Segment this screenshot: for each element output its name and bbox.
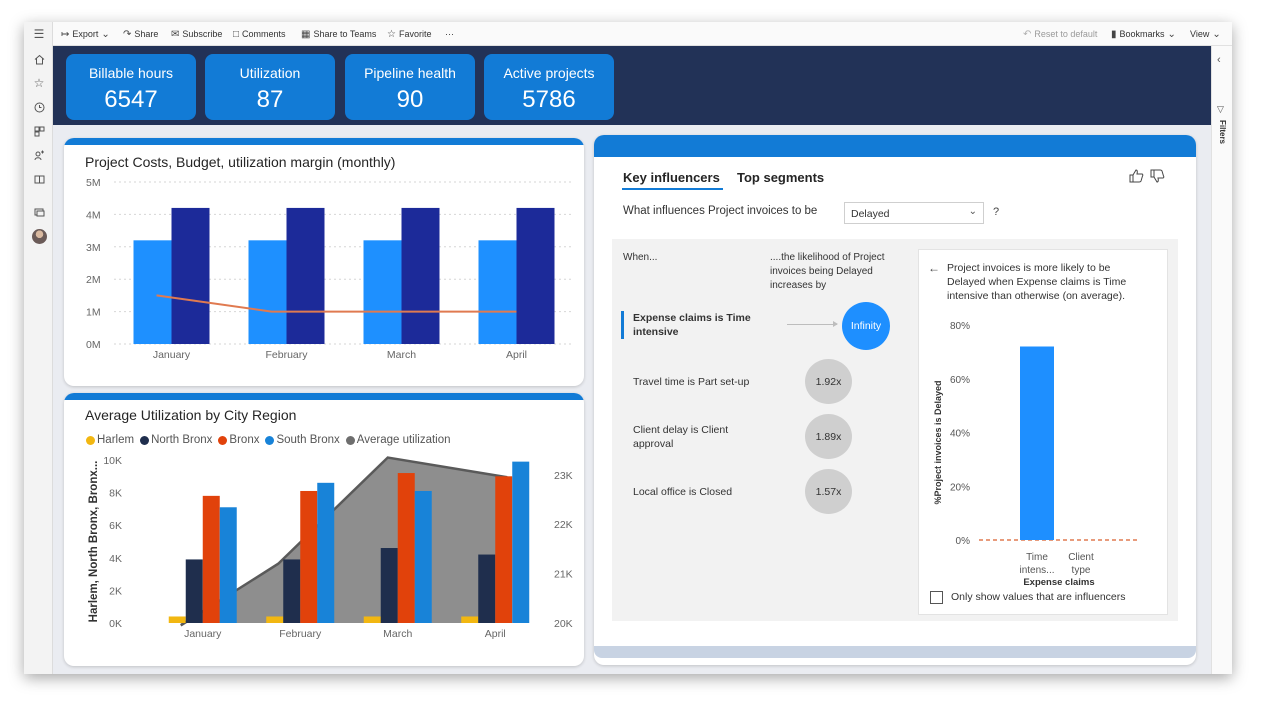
kpi-label: Active projects	[503, 65, 595, 81]
influencer-detail-panel	[918, 249, 1168, 615]
export-icon: ↦	[61, 28, 70, 40]
influencer-label[interactable]: Client delay is Client approval	[633, 424, 729, 450]
thumbs-up-icon[interactable]	[1129, 169, 1144, 186]
back-arrow-icon[interactable]: ←	[928, 261, 940, 275]
influencer-value-bubble[interactable]: 1.92x	[805, 359, 852, 404]
kpi-value: 6547	[104, 86, 158, 113]
kpi-label: Utilization	[239, 65, 301, 81]
favorite-button[interactable]: ☆ Favorite	[387, 28, 432, 40]
kpi-card-active-projects[interactable]: Active projects 5786	[484, 54, 614, 120]
project-costs-card[interactable]	[64, 138, 584, 386]
hamburger-icon[interactable]: ☰	[33, 27, 45, 41]
kpi-label: Billable hours	[88, 65, 174, 81]
thumbs-down-icon[interactable]	[1150, 169, 1165, 186]
subscribe-button[interactable]: ✉ Subscribe	[171, 28, 223, 40]
teams-icon: ▦	[301, 28, 311, 40]
more-options-button[interactable]: ···	[445, 29, 454, 39]
active-tab-underline	[622, 188, 723, 190]
chevron-down-icon: ⌄	[968, 206, 977, 217]
legend-item[interactable]: North Bronx	[140, 434, 212, 446]
legend-swatch	[218, 435, 228, 445]
view-menu[interactable]: View ⌄	[1190, 28, 1221, 40]
kpi-card-utilization[interactable]: Utilization 87	[205, 54, 335, 120]
influencer-detail-text: Project invoices is more likely to be De…	[947, 262, 1127, 302]
home-icon[interactable]	[29, 50, 49, 68]
filters-label: Filters	[1218, 120, 1227, 145]
share-icon: ↷	[123, 28, 132, 40]
powerbi-window: ☰ ☆ ↦ Export ⌄ ↷ Share ✉ Subscribe □ Comments…	[24, 22, 1232, 674]
kpi-band: Billable hours 6547 Utilization 87 Pipel…	[53, 46, 1211, 125]
card-accent	[64, 393, 584, 400]
export-menu[interactable]: ↦ Export ⌄	[61, 28, 110, 40]
left-nav-rail: ☰ ☆	[24, 22, 53, 674]
likelihood-label: ....the likelihood of Project invoices b…	[770, 252, 885, 291]
filter-icon: ▽	[1217, 104, 1224, 114]
kpi-value: 90	[396, 86, 424, 113]
outcome-select-value: Delayed	[851, 208, 890, 220]
share-to-teams-button[interactable]: ▦ Share to Teams	[301, 28, 377, 40]
card-accent	[594, 135, 1196, 157]
comments-button[interactable]: □ Comments	[233, 28, 286, 40]
project-costs-title: Project Costs, Budget, utilization margi…	[85, 154, 396, 170]
kpi-card-billable-hours[interactable]: Billable hours 6547	[66, 54, 196, 120]
chevron-down-icon: ⌄	[1212, 28, 1221, 40]
mail-icon: ✉	[171, 28, 180, 40]
chart-legend: Harlem North Bronx Bronx South Bronx Ave…	[86, 434, 451, 446]
chevron-down-icon: ⌄	[1167, 28, 1176, 40]
arrow-icon	[787, 321, 838, 327]
legend-swatch	[345, 435, 355, 445]
undo-icon: ↶	[1023, 28, 1032, 40]
comment-icon: □	[233, 28, 240, 40]
reset-to-default-button[interactable]: ↶ Reset to default	[1023, 28, 1098, 40]
influencer-value-bubble[interactable]: Infinity	[842, 302, 890, 350]
legend-swatch	[86, 435, 95, 445]
outcome-select[interactable]: Delayed ⌄	[844, 202, 984, 224]
card-accent	[64, 138, 584, 145]
clock-icon[interactable]	[29, 98, 49, 116]
legend-swatch	[265, 435, 275, 445]
feedback-buttons	[1129, 169, 1165, 186]
only-influencers-label: Only show values that are influencers	[951, 591, 1126, 603]
chevron-down-icon: ⌄	[101, 28, 110, 40]
when-label: When...	[623, 252, 658, 263]
legend-item[interactable]: Bronx	[218, 434, 259, 446]
filters-pane-collapsed[interactable]: ‹ ▽ Filters	[1211, 46, 1232, 674]
influencer-value-bubble[interactable]: 1.89x	[805, 414, 852, 459]
legend-item[interactable]: Harlem	[86, 434, 134, 446]
shared-icon[interactable]	[29, 146, 49, 164]
kpi-card-pipeline-health[interactable]: Pipeline health 90	[345, 54, 475, 120]
star-icon: ☆	[387, 28, 396, 40]
selected-influencer-indicator	[621, 311, 624, 339]
share-button[interactable]: ↷ Share	[123, 28, 159, 40]
bookmarks-menu[interactable]: ▮ Bookmarks ⌄	[1111, 28, 1176, 40]
card-footer-strip	[594, 646, 1196, 658]
kpi-value: 5786	[522, 86, 576, 113]
influencer-value-bubble[interactable]: 1.57x	[805, 469, 852, 514]
legend-item[interactable]: Average utilization	[345, 434, 451, 446]
legend-swatch	[140, 435, 150, 445]
bookmark-icon: ▮	[1111, 28, 1117, 40]
avg-utilization-title: Average Utilization by City Region	[85, 407, 297, 423]
apps-icon[interactable]	[29, 122, 49, 140]
tab-top-segments[interactable]: Top segments	[737, 170, 825, 185]
report-toolbar: ↦ Export ⌄ ↷ Share ✉ Subscribe □ Comments ▦ Sh…	[53, 22, 1232, 46]
influencer-label[interactable]: Expense claims is Time intensive	[633, 312, 751, 338]
kpi-label: Pipeline health	[364, 65, 456, 81]
tab-key-influencers[interactable]: Key influencers	[623, 170, 720, 185]
kpi-value: 87	[256, 86, 284, 113]
help-button[interactable]: ?	[993, 206, 1000, 218]
legend-item[interactable]: South Bronx	[265, 434, 340, 446]
chevron-left-icon[interactable]: ‹	[1217, 54, 1221, 66]
star-icon[interactable]: ☆	[33, 76, 45, 90]
influencer-label[interactable]: Travel time is Part set-up	[633, 376, 750, 388]
monitor-icon[interactable]	[29, 203, 49, 221]
influencer-label[interactable]: Local office is Closed	[633, 486, 733, 498]
avatar[interactable]	[29, 227, 49, 245]
workspace-icon[interactable]	[29, 170, 49, 188]
influence-question: What influences Project invoices to be	[623, 205, 818, 217]
only-influencers-checkbox[interactable]	[930, 591, 943, 604]
